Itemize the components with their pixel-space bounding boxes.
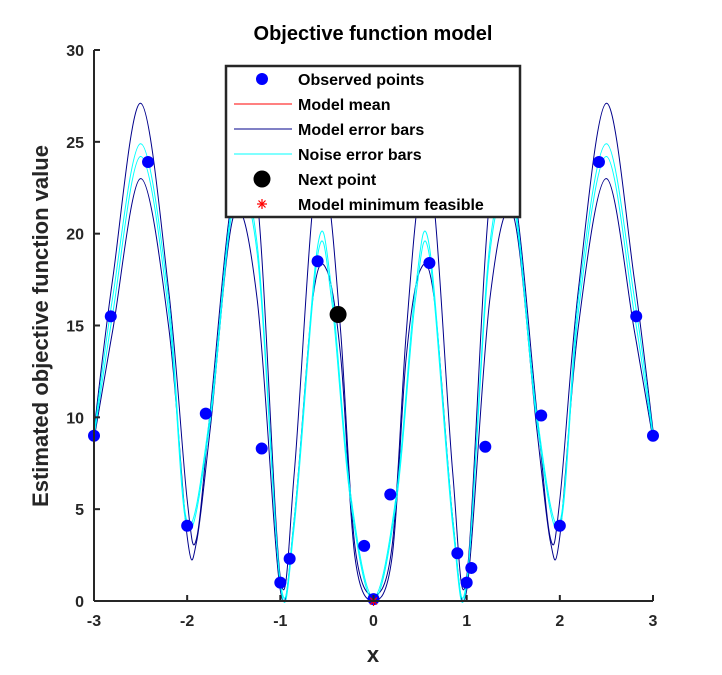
legend-label: Next point xyxy=(298,172,377,189)
legend-entry-model-minimum-feasible: Model minimum feasible xyxy=(257,197,484,214)
y-axis-title: Estimated objective function value xyxy=(28,145,53,507)
observed-points-marker xyxy=(358,539,371,552)
observed-points-marker xyxy=(592,156,605,169)
points-layer xyxy=(88,156,659,606)
observed-points-marker xyxy=(630,310,643,323)
observed-points-marker xyxy=(274,576,287,589)
y-tick-label: 20 xyxy=(66,227,84,244)
x-tick-label: 2 xyxy=(555,613,564,630)
y-tick-label: 30 xyxy=(66,43,84,60)
legend-label: Noise error bars xyxy=(298,147,422,164)
legend-label: Model error bars xyxy=(298,122,424,139)
observed-points-marker xyxy=(451,547,464,560)
observed-points-marker xyxy=(384,488,397,501)
observed-points-marker xyxy=(255,442,268,455)
y-tick-label: 5 xyxy=(75,502,84,519)
x-tick-label: -2 xyxy=(180,613,194,630)
y-tick-label: 25 xyxy=(66,135,84,152)
x-tick-label: -3 xyxy=(87,613,101,630)
legend-swatch xyxy=(258,200,266,208)
x-tick-label: -1 xyxy=(273,613,287,630)
observed-points-marker xyxy=(311,255,324,268)
chart-title: Objective function model xyxy=(254,23,493,45)
observed-points-marker xyxy=(553,519,566,532)
legend-label: Observed points xyxy=(298,72,424,89)
observed-points-marker xyxy=(465,561,478,574)
legend-entry-model-error-bars: Model error bars xyxy=(234,122,424,139)
observed-points-marker xyxy=(647,429,659,442)
observed-points-marker xyxy=(104,310,117,323)
legend-entry-observed-points: Observed points xyxy=(256,72,424,89)
y-tick-label: 0 xyxy=(75,594,84,611)
observed-points-marker xyxy=(283,552,296,565)
legend-box xyxy=(224,64,522,219)
observed-points-marker xyxy=(423,257,436,270)
observed-points-marker xyxy=(479,440,492,453)
legend: Observed points Model mean Model error bar… xyxy=(224,64,522,219)
observed-points-marker xyxy=(199,407,212,420)
legend-label: Model minimum feasible xyxy=(298,197,484,214)
legend-entry-next-point: Next point xyxy=(253,170,377,189)
next-point-marker xyxy=(329,305,347,323)
legend-swatch xyxy=(256,73,268,85)
x-tick-label: 3 xyxy=(649,613,658,630)
observed-points-marker xyxy=(181,519,194,532)
x-tick-label: 1 xyxy=(462,613,471,630)
legend-entry-model-mean: Model mean xyxy=(234,97,390,114)
legend-entry-noise-error-bars: Noise error bars xyxy=(234,147,422,164)
observed-points-marker xyxy=(535,409,548,422)
observed-points-marker xyxy=(142,156,155,169)
observed-points-marker xyxy=(460,576,473,589)
legend-label: Model mean xyxy=(298,97,390,114)
legend-swatch xyxy=(253,170,271,188)
y-tick-label: 15 xyxy=(66,319,84,336)
x-tick-label: 0 xyxy=(369,613,378,630)
y-tick-label: 10 xyxy=(66,410,84,427)
x-axis-title: x xyxy=(367,642,380,667)
